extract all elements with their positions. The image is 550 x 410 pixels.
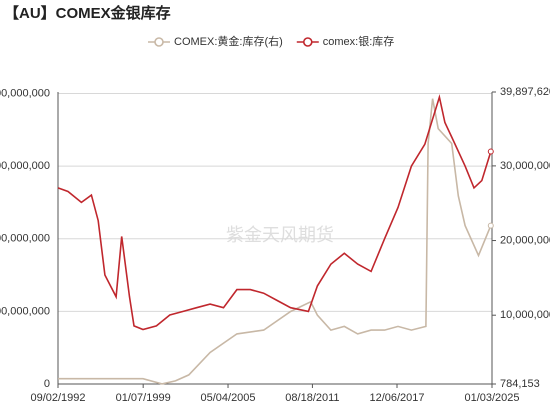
x-tick-label: 01/03/2025 [464,392,519,404]
legend-label: COMEX:黄金:库存(右) [174,34,283,48]
y-tick-label: 400,000,000 [0,87,50,99]
y2-tick-label: 10,000,000 [500,309,550,321]
y-tick-label: 100,000,000 [0,305,50,317]
end-marker [487,148,494,155]
legend-marker [154,37,164,47]
x-tick-label: 01/07/1999 [116,392,171,404]
end-marker [487,222,494,229]
x-tick-label: 05/04/2005 [200,392,255,404]
y2-tick-label: 784,153 [500,378,540,390]
x-tick-label: 12/06/2017 [369,392,424,404]
y-tick-label: 0 [44,378,50,390]
x-tick-label: 09/02/1992 [30,392,85,404]
y-tick-label: 200,000,000 [0,233,50,245]
x-tick-label: 08/18/2011 [285,392,339,404]
y-tick-label: 300,000,000 [0,160,50,172]
y2-tick-label: 20,000,000 [500,234,550,246]
series-line [57,93,492,331]
y2-tick-label: 30,000,000 [500,160,550,172]
watermark: 紫金天风期货 [226,225,334,245]
y2-tick-label: 39,897,620 [500,86,550,98]
legend-marker [302,37,313,47]
legend-label: comex:银:库存 [323,34,395,48]
series-line [58,98,492,385]
chart-title: 【AU】COMEX金银库存 [4,4,171,22]
